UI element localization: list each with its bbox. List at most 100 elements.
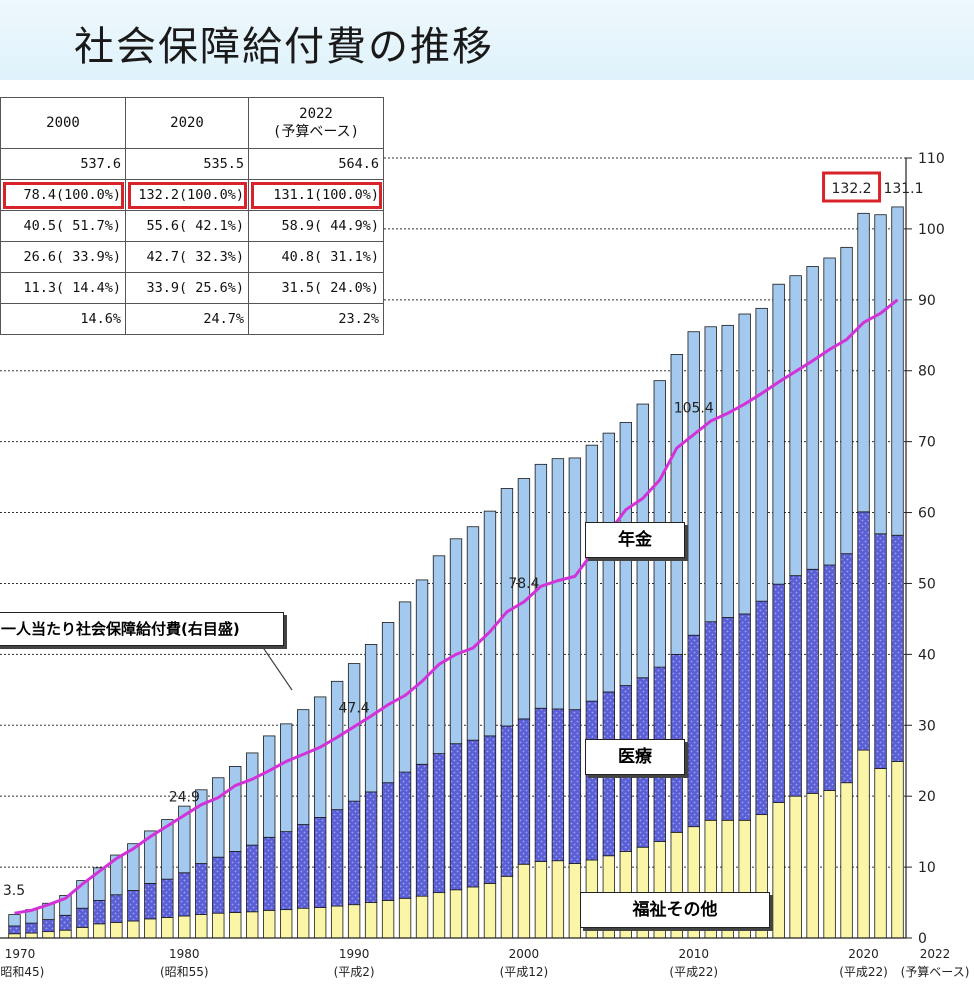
y-tick-label: 10: [918, 860, 936, 876]
bar-segment: [449, 743, 463, 891]
bar-segment: [127, 890, 140, 922]
data-annotation: 105.4: [674, 401, 714, 417]
bar-segment: [59, 914, 72, 931]
bar-segment: [500, 488, 514, 727]
bar-segment: [415, 895, 429, 939]
bar-segment: [347, 800, 361, 906]
bar-segment: [8, 914, 21, 927]
x-tick-label: 2010: [678, 947, 709, 961]
bar-segment: [347, 904, 361, 939]
bar-segment: [874, 768, 887, 939]
x-tick-label: 1990: [339, 947, 370, 961]
bar-segment: [568, 709, 582, 864]
summary-table: 2000 2020 2022 (予算ベース) 537.6 535.5 564.6 78.…: [0, 97, 384, 335]
table-cell: 537.6: [0, 148, 126, 180]
bar-segment: [432, 892, 446, 939]
per-capita-line: [14, 298, 899, 915]
bar-segment: [755, 307, 768, 602]
table-cell: 58.9( 44.9%): [248, 210, 384, 242]
table-cell: 31.5( 24.0%): [248, 272, 384, 304]
bar-segment: [585, 700, 599, 861]
data-annotation: 47.4: [339, 701, 370, 717]
y-tick-label: 110: [918, 151, 945, 167]
table-row: 40.5( 51.7%) 55.6( 42.1%) 58.9( 44.9%): [0, 210, 384, 242]
bar-segment: [806, 266, 819, 570]
bar-segment: [789, 275, 802, 577]
bar-segment: [398, 601, 412, 773]
bar-segment: [110, 922, 123, 939]
table-cell: 33.9( 25.6%): [125, 272, 249, 304]
bar-segment: [178, 915, 191, 939]
bar-segment: [891, 206, 904, 536]
pension-label: 年金: [585, 522, 685, 558]
bar-segment: [347, 663, 361, 802]
table-cell: 535.5: [125, 148, 249, 180]
bar-segment: [874, 533, 887, 769]
bar-segment: [76, 926, 89, 939]
bar-segment: [381, 900, 395, 939]
bar-segment: [229, 766, 242, 852]
bar-segment: [161, 878, 174, 918]
bar-segment: [500, 725, 514, 877]
bar-segment: [568, 863, 582, 939]
x-tick-label: 1980: [169, 947, 200, 961]
x-tick-sublabel: (平成22): [839, 965, 888, 979]
bar-segment: [127, 920, 140, 939]
per-capita-line-path: [14, 298, 899, 915]
table-cell: 24.7%: [125, 303, 249, 335]
table-cell: 55.6( 42.1%): [125, 210, 249, 242]
table-cell: 564.6: [248, 148, 384, 180]
table-header-note: (予算ベース): [272, 124, 360, 140]
table-cell: 11.3( 14.4%): [0, 272, 126, 304]
table-cell: 78.4(100.0%): [0, 179, 126, 211]
bar-segment: [823, 257, 836, 566]
bar-segment: [364, 902, 378, 939]
table-row: 14.6% 24.7% 23.2%: [0, 303, 384, 335]
bar-segment: [551, 708, 565, 862]
bar-segment: [76, 907, 89, 928]
bar-segment: [551, 458, 565, 710]
y-tick-label: 100: [918, 222, 945, 238]
bar-segment: [144, 830, 157, 884]
bar-series: [8, 206, 904, 939]
bar-segment: [857, 511, 870, 751]
x-tick-label: 1970: [5, 947, 36, 961]
bar-segment: [602, 432, 616, 693]
bar-segment: [263, 836, 276, 911]
bar-segment: [381, 782, 395, 901]
y-tick-label: 20: [918, 789, 936, 805]
y-tick-label: 80: [918, 364, 936, 380]
bar-segment: [840, 246, 853, 555]
bar-segment: [551, 860, 565, 939]
bar-segment: [874, 214, 887, 535]
table-cell: 40.8( 31.1%): [248, 241, 384, 273]
y-tick-label: 0: [918, 931, 927, 947]
bar-segment: [500, 875, 514, 939]
bar-segment: [721, 324, 734, 618]
bar-segment: [517, 863, 531, 939]
bar-segment: [840, 782, 853, 939]
bar-segment: [449, 538, 463, 745]
welfare-label: 福祉その他: [580, 892, 770, 928]
x-tick-label: 2020: [848, 947, 879, 961]
data-annotation: 78.4: [508, 576, 539, 592]
bar-segment: [398, 771, 412, 899]
bar-segment: [483, 883, 497, 939]
bar-segment: [466, 739, 480, 888]
bar-segment: [212, 856, 225, 914]
x-tick-sublabel: (昭和45): [0, 965, 44, 979]
table-cell: 131.1(100.0%): [248, 179, 384, 211]
x-tick-label: 2022: [920, 947, 951, 961]
table-cell: 132.2(100.0%): [125, 179, 249, 211]
bar-segment: [296, 907, 310, 939]
bar-segment: [415, 579, 429, 765]
bar-segment: [144, 918, 157, 939]
x-tick-label: 2000: [509, 947, 540, 961]
bar-segment: [789, 795, 802, 939]
y-axis: 0 10 20 30 40 50 60 70 80 90 100 110: [0, 151, 945, 947]
bar-segment: [721, 617, 734, 821]
bar-segment: [280, 909, 293, 939]
bar-segment: [534, 707, 548, 862]
bar-segment: [93, 923, 106, 939]
